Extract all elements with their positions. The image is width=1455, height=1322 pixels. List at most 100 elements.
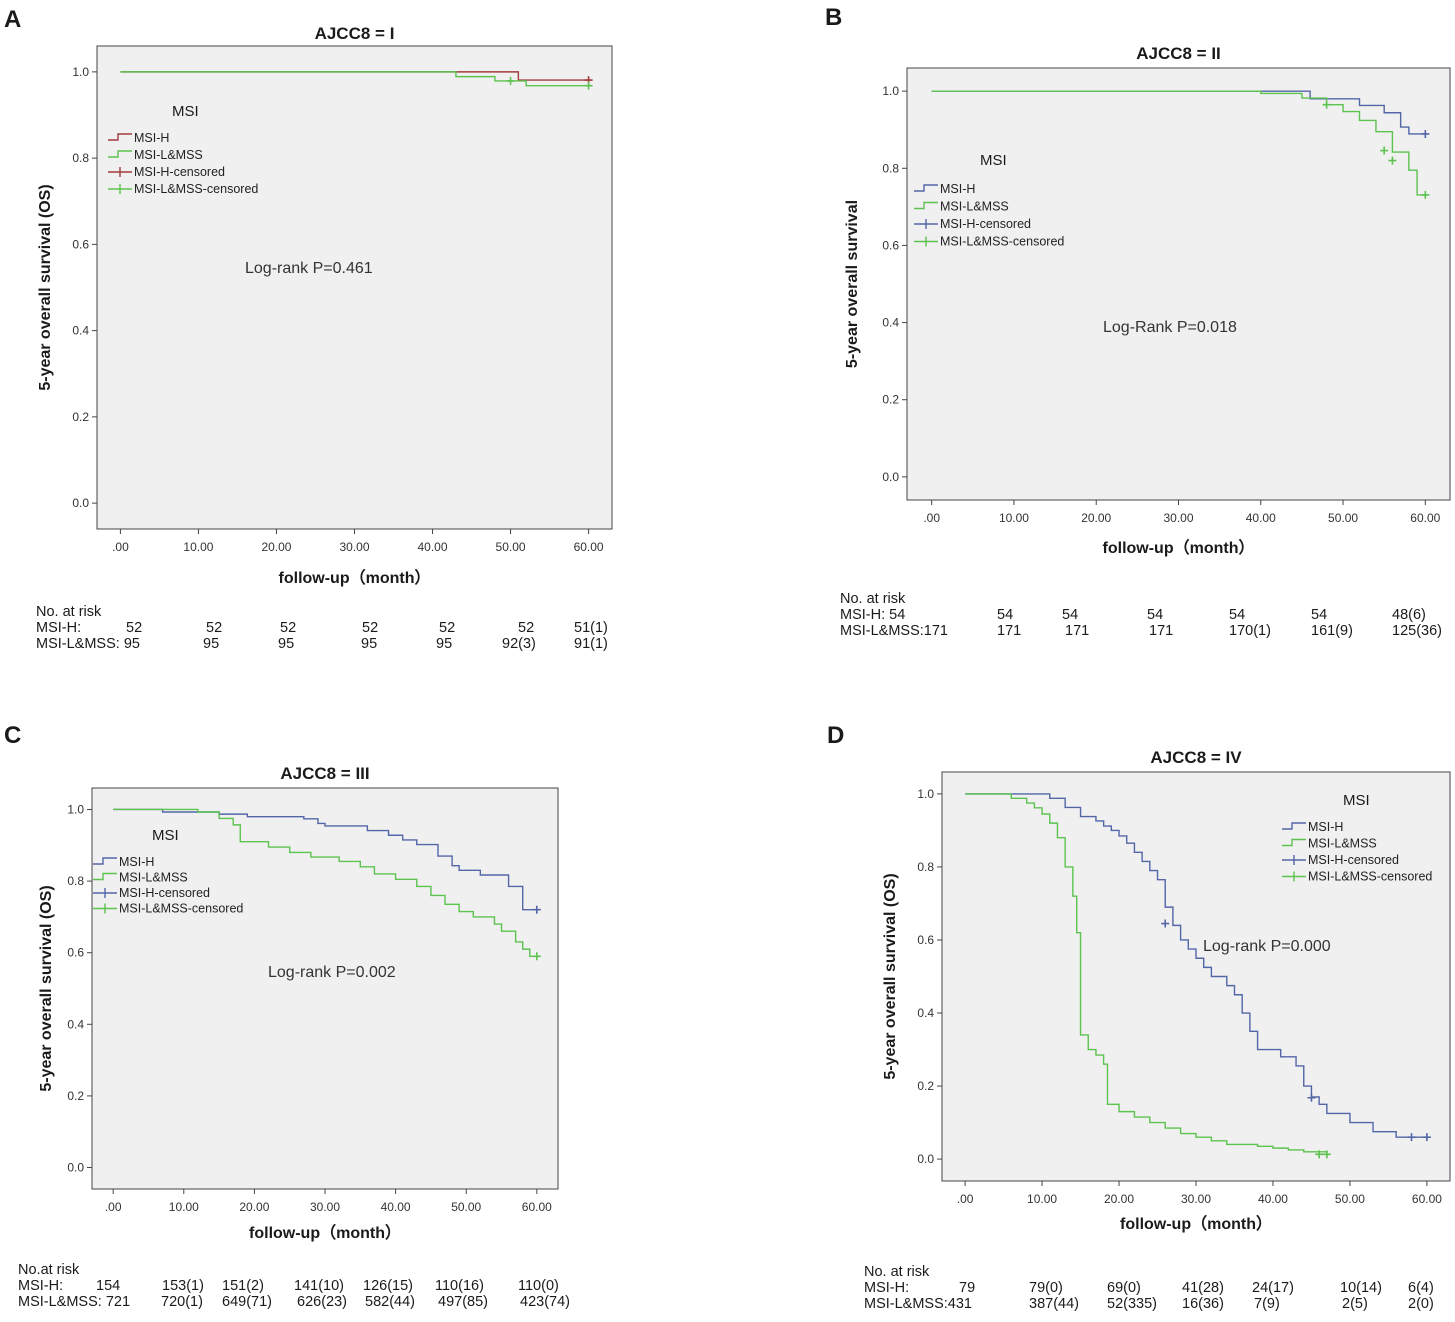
y-tick-label: 0.6 [72,237,89,251]
legend-title: MSI [1343,792,1370,809]
panel-c: AJCC8 = III 0.0 0.2 0.4 0.6 0.8 1.0 .00 10.00 20.… [0,718,720,1322]
legend-label: MSI-H [134,131,169,145]
x-tick-label: 30.00 [1163,511,1193,525]
risk-cell: 95 [436,636,453,652]
risk-cell: 52(335) [1107,1296,1157,1312]
x-tick-label: 20.00 [239,1200,269,1214]
censor-mark [532,905,541,914]
risk-cell: 2(0) [1408,1296,1434,1312]
risk-cell: 54 [1229,607,1246,623]
chart-title: AJCC8 = III [280,764,369,783]
legend-label: MSI-H [1308,820,1343,834]
risk-cell: 54 [1062,607,1079,623]
risk-row2-label: MSI-L&MSS: 95 [36,636,140,652]
risk-cell: 54 [1311,607,1328,623]
x-tick-label: 30.00 [1181,1192,1211,1206]
x-tick-label: 50.00 [451,1200,481,1214]
plot-area [941,771,1451,1182]
risk-cell: 41(28) [1182,1280,1224,1296]
x-tick-label: 30.00 [310,1200,340,1214]
censor-mark [1421,129,1430,138]
x-tick-label: 10.00 [1027,1192,1057,1206]
censor-mark [1161,919,1170,928]
legend-swatch [108,150,132,158]
plot-area [91,787,559,1190]
y-tick-label: 0.6 [917,933,934,947]
risk-cell: 79(0) [1029,1280,1063,1296]
km-curve-msi-l-mss [965,793,1328,1154]
risk-cell: 48(6) [1392,607,1426,623]
x-tick-label: 60.00 [1412,1192,1442,1206]
panel-letter-c: C [4,722,22,749]
legend-swatch [93,888,117,898]
censor-mark [1322,100,1331,109]
x-tick-label: 10.00 [999,511,1029,525]
y-axis-label: 5-year overall survival (OS) [882,873,899,1079]
legend-swatch [93,903,117,914]
risk-row2-label: MSI-L&MSS:171 [840,623,948,639]
x-tick-label: 30.00 [339,540,369,554]
legend-label: MSI-L&MSS-censored [134,182,258,196]
x-tick-label: 20.00 [1104,1192,1134,1206]
chart-b: AJCC8 = II 0.0 0.2 0.4 0.6 0.8 1.0 .00 10.00 20.0… [844,44,1451,557]
risk-cell: 125(36) [1392,623,1442,639]
legend-label: MSI-L&MSS-censored [119,902,243,916]
x-tick-label: .00 [105,1200,122,1214]
y-tick-label: 0.0 [67,1161,84,1175]
censor-mark [1388,156,1397,165]
risk-cell: 52 [280,620,297,636]
legend-swatch [108,167,132,177]
chart-c: AJCC8 = III 0.0 0.2 0.4 0.6 0.8 1.0 .00 10.00 20.… [38,764,559,1242]
y-axis-label: 5-year overall survival [844,200,861,368]
risk-cell: 95 [203,636,220,652]
legend-label: MSI-L&MSS-censored [1308,870,1432,884]
logrank-annotation: Log-rank P=0.002 [268,964,396,981]
y-tick-label: 0.8 [67,874,84,888]
x-tick-label: .00 [112,540,129,554]
plot-area [906,67,1451,501]
legend-label: MSI-L&MSS [119,871,188,885]
km-curve-msi-l-mss [113,808,537,957]
legend-swatch [1282,838,1306,847]
legend-label: MSI-H-censored [134,165,225,179]
legend-label: MSI-H-censored [119,886,210,900]
risk-cell: 7(9) [1254,1296,1280,1312]
legend-swatch [1282,855,1306,865]
y-tick-label: 0.6 [67,946,84,960]
risk-row1-label: MSI-H: [864,1280,910,1296]
y-tick-label: 0.4 [882,316,899,330]
plot-area [96,45,613,530]
risk-cell: 54 [1147,607,1164,623]
risk-row1-label: MSI-H: [18,1278,64,1294]
risk-row1-label: MSI-H: 54 [840,607,906,623]
risk-row2-label: MSI-L&MSS:431 [864,1296,972,1312]
chart-title: AJCC8 = I [315,24,395,43]
legend-label: MSI-H-censored [1308,853,1399,867]
risk-cell: 151(2) [222,1278,264,1294]
risk-cell: 154 [96,1278,121,1294]
risk-cell: 2(5) [1342,1296,1368,1312]
chart-title: AJCC8 = II [1136,44,1221,63]
x-tick-label: 50.00 [1335,1192,1365,1206]
y-tick-label: 0.0 [882,470,899,484]
risk-header: No. at risk [36,604,102,620]
risk-cell: 6(4) [1408,1280,1434,1296]
legend-swatch [108,184,132,194]
risk-cell: 95 [361,636,378,652]
y-tick-label: 0.0 [72,496,89,510]
x-tick-label: 50.00 [1328,511,1358,525]
legend-swatch [914,201,938,210]
risk-cell: 720(1) [161,1294,203,1310]
legend-swatch [914,219,938,229]
x-tick-label: 40.00 [381,1200,411,1214]
x-tick-label: 40.00 [1246,511,1276,525]
risk-cell: 161(9) [1311,623,1353,639]
logrank-annotation: Log-rank P=0.000 [1203,938,1331,955]
censor-mark [532,952,541,961]
legend-title: MSI [980,152,1007,169]
x-tick-label: 60.00 [574,540,604,554]
risk-header: No.at risk [18,1262,80,1278]
x-tick-label: 40.00 [418,540,448,554]
risk-cell: 52 [362,620,379,636]
legend-label: MSI-L&MSS-censored [940,235,1064,249]
